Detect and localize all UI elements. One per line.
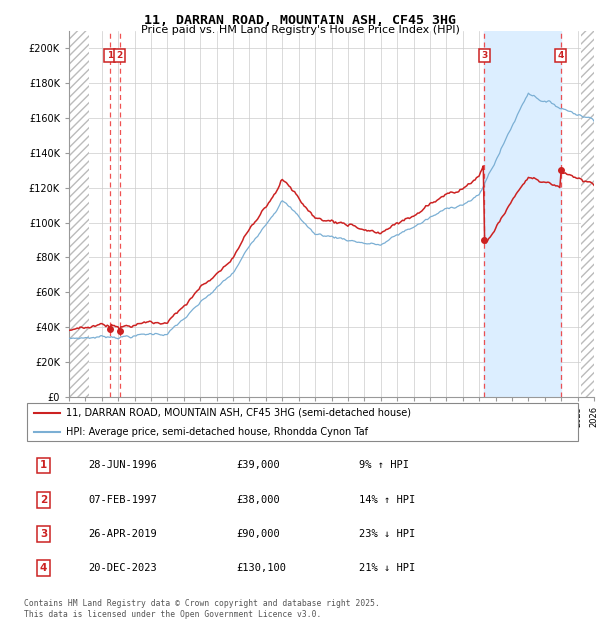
Bar [484, 31, 560, 397]
Text: 11, DARRAN ROAD, MOUNTAIN ASH, CF45 3HG: 11, DARRAN ROAD, MOUNTAIN ASH, CF45 3HG [144, 14, 456, 27]
Text: 07-FEB-1997: 07-FEB-1997 [88, 495, 157, 505]
Text: 20-DEC-2023: 20-DEC-2023 [88, 563, 157, 573]
Text: 26-APR-2019: 26-APR-2019 [88, 529, 157, 539]
Text: Contains HM Land Registry data © Crown copyright and database right 2025.
This d: Contains HM Land Registry data © Crown c… [24, 600, 380, 619]
Text: 9% ↑ HPI: 9% ↑ HPI [359, 461, 409, 471]
Text: £39,000: £39,000 [236, 461, 280, 471]
Text: 4: 4 [557, 51, 564, 60]
Bar [581, 31, 594, 397]
Text: £90,000: £90,000 [236, 529, 280, 539]
Text: 4: 4 [40, 563, 47, 573]
Text: 23% ↓ HPI: 23% ↓ HPI [359, 529, 415, 539]
Text: Price paid vs. HM Land Registry's House Price Index (HPI): Price paid vs. HM Land Registry's House … [140, 25, 460, 35]
Bar [69, 31, 89, 397]
Text: 21% ↓ HPI: 21% ↓ HPI [359, 563, 415, 573]
FancyBboxPatch shape [27, 403, 578, 441]
Text: £38,000: £38,000 [236, 495, 280, 505]
Text: HPI: Average price, semi-detached house, Rhondda Cynon Taf: HPI: Average price, semi-detached house,… [66, 427, 368, 437]
Text: 28-JUN-1996: 28-JUN-1996 [88, 461, 157, 471]
Text: 1: 1 [107, 51, 113, 60]
Text: £130,100: £130,100 [236, 563, 286, 573]
Text: 1: 1 [40, 461, 47, 471]
Text: 14% ↑ HPI: 14% ↑ HPI [359, 495, 415, 505]
Text: 3: 3 [40, 529, 47, 539]
Text: 2: 2 [40, 495, 47, 505]
Text: 3: 3 [481, 51, 488, 60]
Text: 11, DARRAN ROAD, MOUNTAIN ASH, CF45 3HG (semi-detached house): 11, DARRAN ROAD, MOUNTAIN ASH, CF45 3HG … [66, 407, 411, 417]
Text: 2: 2 [117, 51, 123, 60]
